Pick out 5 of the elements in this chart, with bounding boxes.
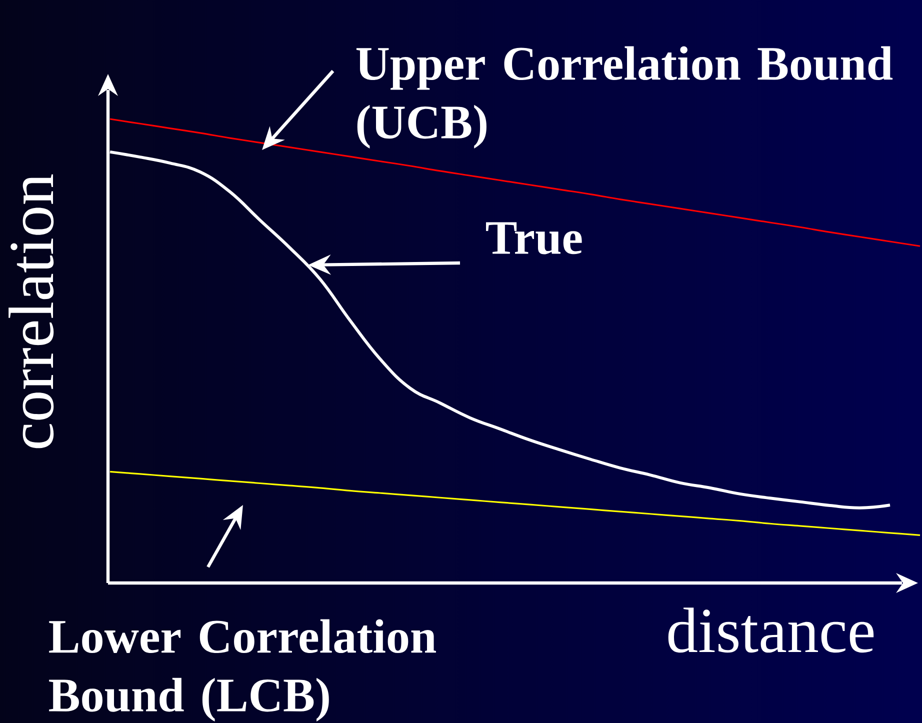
x-axis-title: distance	[668, 608, 874, 653]
annotation: Upper Correlation Bound (UCB)	[356, 46, 893, 148]
y-axis-title: correlation	[8, 174, 54, 448]
annotation: True	[486, 222, 582, 254]
text: Lower Correlation Bound (LCB)	[49, 619, 436, 722]
